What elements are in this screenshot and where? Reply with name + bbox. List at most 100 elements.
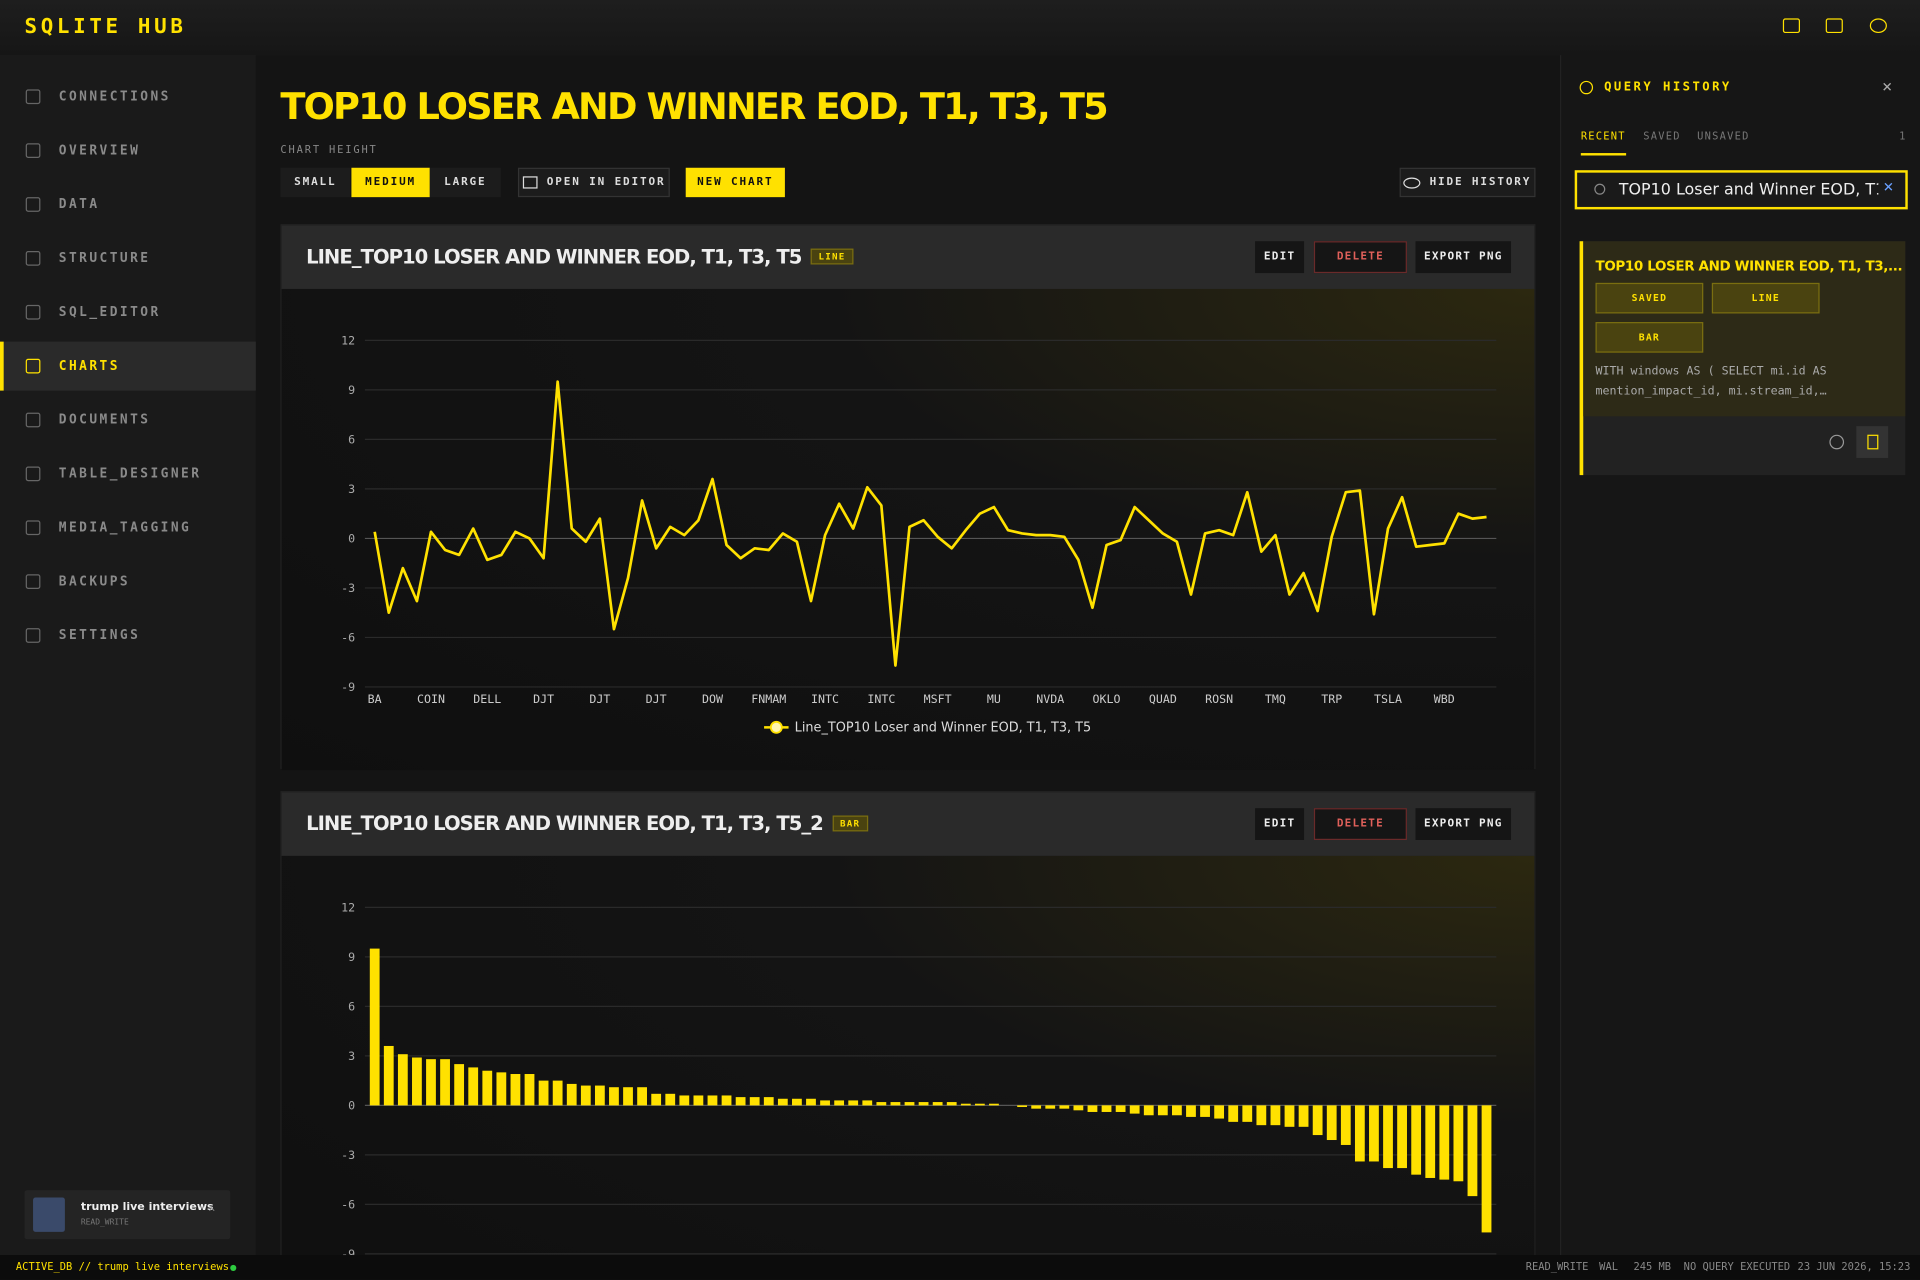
nav-item[interactable]: CONNECTIONS [0, 72, 256, 121]
bar [1340, 1105, 1351, 1145]
x-tick-label: COIN [417, 692, 445, 706]
y-tick-label: 3 [348, 482, 355, 496]
y-tick-label: 6 [348, 433, 355, 447]
nav-icon [25, 89, 41, 105]
bar [637, 1087, 647, 1106]
card-action[interactable]: EXPORT PNG [1415, 808, 1512, 840]
plot-area: -9 -6 -3 0 3 6 9 12 [281, 855, 1535, 1256]
history-item-title: TOP10 LOSER AND WINNER EOD, T1, T3,... [1595, 258, 1902, 275]
bar [918, 1102, 929, 1106]
search-box[interactable]: TOP10 Loser and Winner EOD, T1, T3, T5 × [1574, 170, 1908, 210]
history-tab[interactable]: RECENT [1580, 131, 1626, 156]
nav-item[interactable]: STRUCTURE [0, 234, 256, 283]
bar [1200, 1105, 1210, 1117]
bar [848, 1100, 859, 1106]
x-tick-label: TSLA [1374, 692, 1402, 706]
bar [721, 1095, 732, 1106]
bar [1481, 1105, 1492, 1233]
status-item: NO QUERY EXECUTED [1683, 1261, 1791, 1274]
card-action[interactable]: DELETE [1313, 241, 1407, 274]
y-tick-label: 9 [348, 950, 355, 964]
nav-item[interactable]: SQL_EDITOR [0, 288, 256, 337]
card-action[interactable]: DELETE [1313, 808, 1407, 840]
nav-item[interactable]: DOCUMENTS [0, 396, 256, 445]
bar [735, 1097, 746, 1106]
connection-mode: READ_WRITE [80, 1217, 129, 1227]
nav-icon [25, 466, 41, 482]
open-editor-button[interactable]: OPEN IN EDITOR [517, 167, 670, 198]
nav-label: DOCUMENTS [58, 412, 151, 428]
icon [1403, 176, 1422, 188]
bar [1101, 1105, 1112, 1112]
settings-icon[interactable] [1869, 18, 1887, 34]
nav-label: CONNECTIONS [58, 89, 171, 105]
nav-item[interactable]: TABLE_DESIGNER [0, 449, 256, 498]
card-title: LINE_TOP10 LOSER AND WINNER EOD, T1, T3,… [306, 812, 868, 835]
icon [522, 176, 538, 189]
bar [749, 1097, 760, 1106]
history-tab[interactable]: UNSAVED [1697, 131, 1750, 144]
nav-item[interactable]: DATA [0, 180, 256, 229]
nav-item[interactable]: OVERVIEW [0, 126, 256, 175]
active-db: ACTIVE_DB // trump live interviews [15, 1261, 229, 1274]
history-item-sql: WITH windows AS ( SELECT mi.id AS mentio… [1595, 364, 1827, 398]
status-item: WAL [1599, 1261, 1618, 1274]
history-tab[interactable]: SAVED [1643, 131, 1681, 144]
bar [369, 948, 380, 1106]
chart: -9 -6 -3 0 3 6 9 12 [341, 901, 1497, 1255]
bar [552, 1080, 563, 1106]
y-tick-label: 0 [348, 1099, 355, 1113]
bar [1228, 1105, 1239, 1122]
clear-button[interactable]: × [1883, 177, 1894, 198]
x-tick-label: BA [368, 692, 382, 706]
bar [1453, 1105, 1464, 1182]
nav-item[interactable]: SETTINGS [0, 611, 256, 660]
history-title: QUERY HISTORY [1604, 80, 1732, 95]
avatar [33, 1197, 65, 1232]
size-button[interactable]: SMALL [280, 167, 351, 198]
y-tick-label: 0 [348, 532, 355, 546]
bar [482, 1070, 493, 1106]
close-button[interactable]: × [1882, 77, 1893, 97]
terminal-icon[interactable] [1825, 18, 1843, 34]
nav-label: SQL_EDITOR [58, 304, 161, 320]
y-tick-label: -6 [341, 631, 355, 645]
bar [820, 1100, 830, 1106]
card-action[interactable]: EDIT [1255, 808, 1305, 840]
hide-history-button[interactable]: HIDE HISTORY [1399, 167, 1536, 198]
nav-item[interactable]: MEDIA_TAGGING [0, 503, 256, 552]
bar [440, 1059, 450, 1106]
size-button[interactable]: LARGE [429, 167, 501, 198]
brand: SQLITE HUB [24, 14, 187, 40]
history-item[interactable]: TOP10 LOSER AND WINNER EOD, T1, T3,... W… [1579, 241, 1906, 476]
bookmark-button[interactable] [1856, 426, 1889, 458]
bar [1383, 1105, 1393, 1169]
bar [1369, 1105, 1379, 1162]
connection-card[interactable]: trump live interviews READ_WRITE ⌃ [24, 1190, 231, 1240]
nav-item[interactable]: CHARTS [0, 341, 256, 391]
bar [1284, 1105, 1295, 1127]
nav-label: OVERVIEW [58, 143, 141, 158]
folder-icon[interactable] [1782, 18, 1800, 34]
y-tick-label: -6 [341, 1198, 355, 1212]
nav-label: DATA [58, 197, 100, 212]
bar [890, 1102, 901, 1106]
bar [960, 1103, 971, 1106]
size-button[interactable]: MEDIUM [351, 167, 430, 198]
bar [1242, 1105, 1253, 1122]
card-action[interactable]: EXPORT PNG [1415, 241, 1512, 274]
chart-type-badge: BAR [832, 815, 868, 832]
bar [1129, 1105, 1140, 1114]
top-bar: SQLITE HUB [0, 0, 1920, 57]
nav-item[interactable]: BACKUPS [0, 557, 256, 606]
y-tick-label: -9 [341, 1247, 355, 1255]
nav-icon [25, 574, 41, 589]
history-tag: LINE [1711, 282, 1820, 314]
bar [1172, 1105, 1182, 1116]
new-chart-button[interactable]: NEW CHART [685, 167, 785, 198]
info-button[interactable] [1829, 434, 1845, 450]
card-action[interactable]: EDIT [1255, 241, 1305, 274]
history-tag: SAVED [1595, 282, 1704, 314]
bookmark-icon [1867, 434, 1879, 450]
